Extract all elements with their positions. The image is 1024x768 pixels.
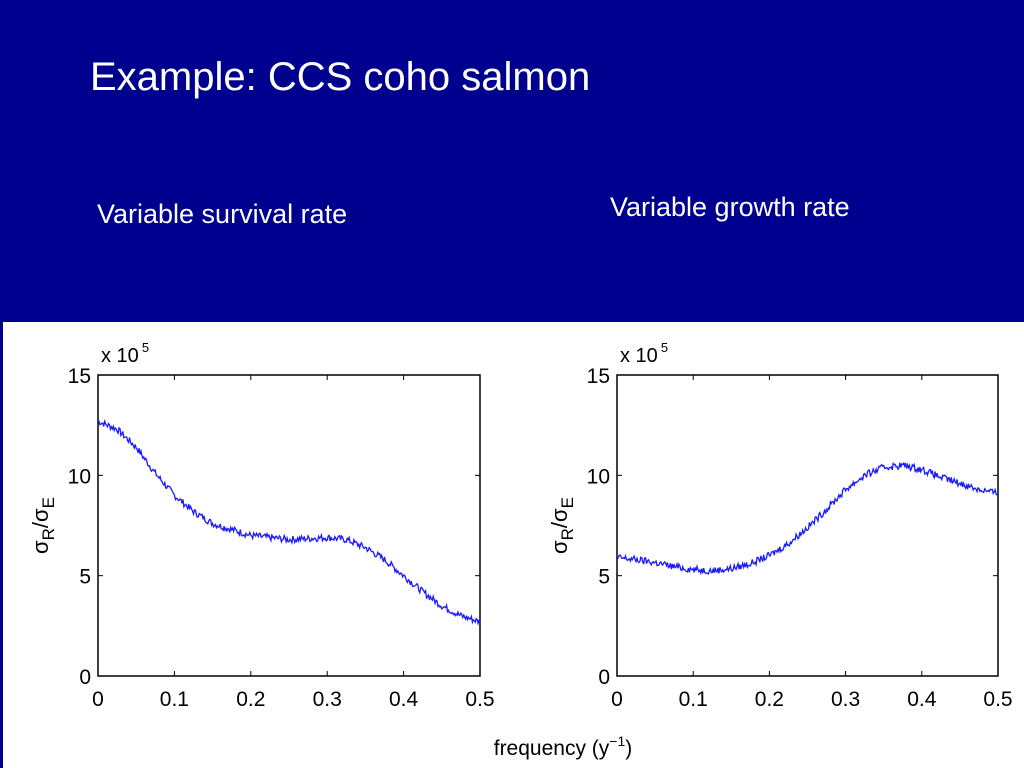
right-panel-label: Variable growth rate xyxy=(610,192,850,222)
y-tick-label: 15 xyxy=(68,365,91,388)
y-tick-label: 0 xyxy=(79,666,91,689)
y-tick-label: 5 xyxy=(79,566,91,589)
x-tick-label: 0.2 xyxy=(236,688,265,711)
y-axis-label: σR/σE xyxy=(28,497,58,554)
y-multiplier: x 10 5 xyxy=(101,340,149,367)
x-tick-label: 0.4 xyxy=(907,688,937,711)
y-tick-label: 10 xyxy=(68,465,91,488)
x-tick-label: 0.4 xyxy=(389,688,419,711)
left-panel-label: Variable survival rate xyxy=(97,199,348,229)
y-tick-label: 0 xyxy=(598,666,610,689)
series-line xyxy=(97,418,481,626)
x-tick-label: 0.1 xyxy=(160,688,189,711)
chart-1: 0 0.1 0.2 0.3 0.4 0.5 0 5 10 15 x 10 5 σR/σE frequenc… xyxy=(28,340,632,760)
y-tick-label: 5 xyxy=(598,566,610,589)
plot-frame xyxy=(616,374,999,677)
y-tick-label: 15 xyxy=(587,365,610,388)
x-tick-label: 0.3 xyxy=(313,688,342,711)
slide-title: Example: CCS coho salmon xyxy=(90,55,591,99)
y-multiplier: x 10 5 xyxy=(620,340,668,367)
charts-svg: 0 0.1 0.2 0.3 0.4 0.5 0 5 10 15 x 10 5 σR/σE frequenc… xyxy=(28,340,1013,760)
chart-2: 0 0.1 0.2 0.3 0.4 0.5 0 5 10 15 x 10 5 σR/σE xyxy=(547,340,1013,711)
x-tick-label: 0.3 xyxy=(831,688,860,711)
series-line xyxy=(616,461,999,576)
x-tick-label: 0.1 xyxy=(679,688,708,711)
x-tick-label: 0 xyxy=(92,688,104,711)
y-axis-label: σR/σE xyxy=(547,497,577,554)
y-tick-label: 10 xyxy=(587,465,610,488)
x-tick-label: 0.5 xyxy=(983,688,1012,711)
x-axis-label: frequency (y−1) xyxy=(494,733,633,760)
figure-area: 0 0.1 0.2 0.3 0.4 0.5 0 5 10 15 x 10 5 σR/σE frequenc… xyxy=(3,322,1024,768)
x-tick-label: 0.2 xyxy=(755,688,784,711)
x-tick-label: 0.5 xyxy=(465,688,494,711)
x-tick-label: 0 xyxy=(611,688,623,711)
plot-frame xyxy=(97,374,481,677)
